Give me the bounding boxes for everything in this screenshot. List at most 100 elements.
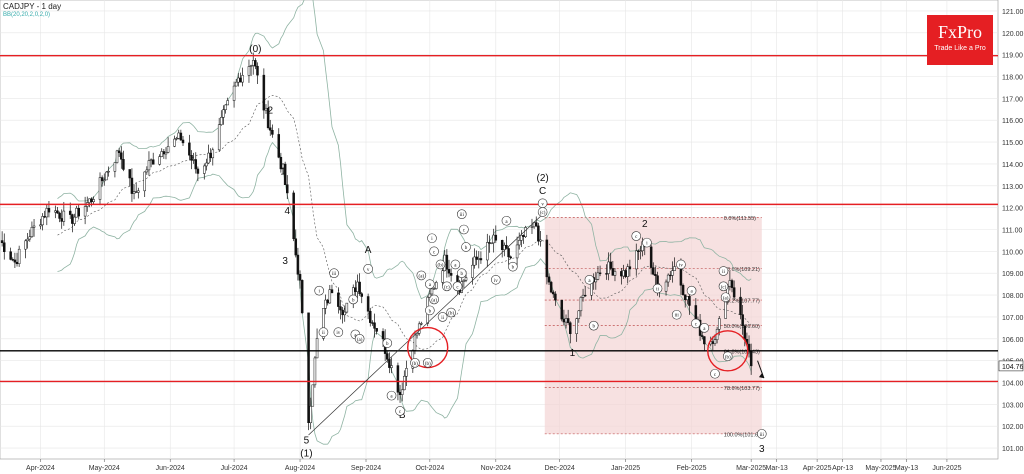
x-tick-label: May-13: [895, 465, 918, 472]
candle-body: [164, 152, 168, 155]
wave-label-circle: [314, 285, 324, 296]
candle-body: [637, 250, 640, 252]
candle-body: [432, 288, 436, 290]
candle-body: [609, 261, 612, 269]
candle-body: [375, 328, 378, 332]
wave-label: (0): [249, 44, 261, 55]
candle-body: [151, 159, 155, 165]
candle-body: [739, 296, 742, 315]
candle-body: [262, 74, 266, 111]
wave-label: b: [461, 272, 464, 277]
y-tick-label: 103.00: [1002, 402, 1024, 409]
wave-label: C: [539, 186, 546, 197]
candle-body: [517, 240, 521, 246]
x-tick-label: May-2025: [865, 465, 896, 472]
candle-body: [294, 238, 298, 256]
candle-body: [309, 405, 312, 423]
candle-body: [343, 311, 346, 316]
candle-body: [471, 264, 474, 278]
candle-body: [494, 234, 498, 241]
candle-body: [669, 274, 672, 277]
wave-label: (b): [725, 355, 731, 360]
candle-body: [583, 294, 587, 297]
candle-body: [594, 279, 598, 283]
wave-label: b: [352, 298, 355, 303]
wave-label: 1: [280, 166, 286, 177]
candle-body: [620, 271, 623, 277]
candle-body: [192, 159, 195, 161]
candle-body: [400, 389, 404, 395]
wave-label-circle: [699, 323, 710, 333]
wave-label: a: [390, 395, 393, 400]
wave-label-circle: [435, 259, 446, 270]
wave-label-circle: [691, 318, 701, 329]
fxpro-logo: FxPro Trade Like a Pro: [927, 15, 993, 65]
projection-arrow-head: [758, 373, 764, 379]
candle-body: [732, 287, 736, 298]
candle-body: [298, 274, 302, 281]
y-tick-label: 120.00: [1002, 31, 1024, 38]
wave-label-circle: [631, 231, 642, 241]
y-tick-label: 108.00: [1002, 293, 1024, 300]
candle-body: [666, 274, 670, 283]
y-tick-label: 121.00: [1002, 9, 1024, 16]
candle-body: [158, 156, 161, 165]
candle-body: [256, 65, 259, 76]
candle-body: [120, 152, 123, 160]
candle-body: [232, 85, 236, 101]
candle-body: [403, 375, 406, 391]
candle-body: [326, 299, 329, 304]
candle-body: [575, 318, 578, 334]
wave-label-circle: [450, 259, 461, 270]
candle-body: [369, 311, 372, 323]
candle-body: [366, 296, 370, 312]
candle-body: [62, 210, 66, 222]
candle-body: [398, 392, 402, 395]
candle-body: [207, 152, 210, 164]
candle-body: [613, 271, 617, 276]
candle-body: [137, 190, 140, 193]
candle-body: [728, 280, 732, 287]
candle-body: [328, 289, 332, 304]
wave-label-circle: [456, 209, 467, 219]
projection-arrow-line: [757, 360, 765, 379]
candle-body: [673, 266, 676, 271]
candle-body: [217, 124, 221, 151]
wave-label: A: [365, 245, 372, 256]
wave-label: ii: [722, 270, 725, 275]
wave-label-circle: [422, 358, 433, 368]
candle-body: [462, 280, 466, 282]
wave-label: (b): [425, 362, 431, 367]
candle-body: [420, 323, 423, 325]
wave-label: a: [505, 220, 508, 225]
wave-label: (b): [438, 263, 444, 268]
candle-body: [388, 359, 391, 368]
candle-body: [56, 210, 59, 214]
candle-body: [173, 138, 176, 147]
x-tick-label: Feb-2025: [677, 465, 707, 472]
candle-body: [581, 294, 585, 298]
wave-label-circle: [508, 261, 518, 272]
wave-label-circle: [329, 268, 339, 279]
fibonacci-level-label: 38.2%(107.77): [724, 299, 760, 305]
y-tick-label: 114.00: [1002, 162, 1023, 169]
candle-body: [77, 207, 80, 217]
wave-label: 2: [642, 219, 648, 230]
wave-label: a: [588, 279, 591, 284]
wave-label-circle: [429, 294, 439, 305]
wave-label: (b): [448, 312, 454, 317]
candle-body: [671, 270, 674, 276]
candle-body: [566, 318, 570, 324]
candle-body: [130, 177, 134, 194]
candle-body: [43, 216, 46, 218]
x-tick-label: Apr-13: [832, 465, 853, 472]
fibonacci-level-label: 78.6%(103.77): [724, 386, 760, 392]
candle-body: [271, 129, 274, 135]
wave-label: c: [399, 410, 402, 415]
candle-body: [743, 325, 747, 340]
candle-body: [537, 225, 540, 242]
wave-label-circle: [461, 242, 471, 252]
candle-body: [635, 250, 638, 270]
candle-body: [226, 100, 229, 106]
wave-label-circle: [718, 266, 729, 276]
